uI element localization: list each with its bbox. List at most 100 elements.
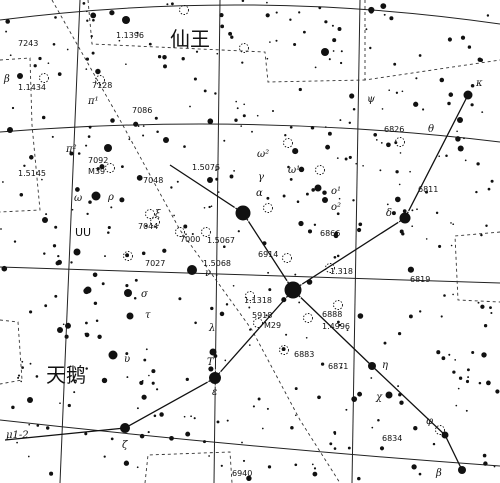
star bbox=[467, 376, 470, 379]
star bbox=[465, 409, 468, 412]
star bbox=[185, 377, 189, 382]
star bbox=[137, 125, 140, 127]
open-cluster-icon bbox=[303, 313, 313, 323]
star-label: α bbox=[256, 188, 263, 199]
star bbox=[340, 366, 343, 369]
star bbox=[344, 157, 348, 161]
star bbox=[339, 119, 342, 122]
open-cluster-icon bbox=[325, 263, 335, 273]
catalog-label: 6871 bbox=[328, 362, 348, 371]
star bbox=[290, 425, 294, 430]
star bbox=[20, 380, 23, 383]
star bbox=[413, 426, 418, 431]
star bbox=[139, 433, 145, 439]
star bbox=[191, 232, 194, 236]
star bbox=[483, 324, 488, 328]
star bbox=[318, 6, 322, 10]
star-label: π¹ bbox=[87, 96, 99, 107]
star bbox=[322, 190, 327, 195]
star bbox=[266, 196, 270, 200]
star bbox=[457, 387, 460, 390]
star bbox=[86, 19, 89, 22]
star bbox=[275, 39, 278, 42]
star bbox=[452, 223, 455, 226]
star bbox=[352, 107, 356, 111]
star bbox=[217, 191, 220, 193]
star bbox=[85, 144, 88, 147]
star bbox=[477, 301, 480, 304]
star bbox=[357, 476, 361, 481]
star bbox=[203, 206, 206, 209]
ra-line-1 bbox=[213, 0, 221, 483]
star bbox=[249, 328, 252, 331]
star bbox=[327, 131, 332, 136]
star bbox=[455, 136, 461, 142]
cygnus-line-sadr-delta bbox=[292, 94, 469, 291]
star bbox=[298, 166, 305, 173]
star bbox=[487, 187, 491, 191]
star bbox=[337, 320, 340, 324]
star bbox=[101, 377, 108, 384]
star bbox=[11, 405, 15, 410]
star bbox=[397, 385, 400, 388]
star bbox=[375, 139, 378, 141]
star bbox=[21, 360, 24, 363]
star bbox=[380, 142, 383, 144]
star bbox=[226, 419, 229, 422]
star bbox=[71, 208, 74, 211]
star bbox=[57, 327, 63, 333]
star bbox=[120, 165, 124, 169]
star bbox=[103, 455, 106, 458]
star bbox=[351, 396, 358, 402]
star bbox=[441, 356, 446, 361]
cygnus-line-sadr-albireo bbox=[292, 289, 463, 471]
star bbox=[44, 304, 48, 308]
star bbox=[331, 24, 334, 27]
star bbox=[136, 31, 139, 35]
star bbox=[476, 162, 480, 166]
star bbox=[266, 57, 269, 60]
star bbox=[383, 341, 387, 345]
star bbox=[85, 10, 88, 13]
star bbox=[268, 288, 272, 292]
star-label: λ bbox=[208, 323, 215, 334]
star bbox=[457, 117, 463, 123]
star bbox=[104, 255, 106, 258]
star bbox=[147, 431, 150, 434]
star bbox=[455, 404, 458, 407]
star bbox=[70, 261, 73, 264]
star bbox=[157, 55, 162, 59]
star bbox=[490, 179, 494, 183]
catalog-label: 1.1396 bbox=[116, 31, 144, 40]
star bbox=[324, 126, 327, 128]
star bbox=[209, 372, 221, 384]
catalog-label: 1.1434 bbox=[18, 83, 46, 92]
star bbox=[9, 54, 12, 57]
star bbox=[322, 197, 328, 203]
star bbox=[252, 405, 255, 408]
open-cluster-icon bbox=[283, 138, 293, 148]
star bbox=[123, 460, 130, 466]
star bbox=[29, 362, 32, 365]
star bbox=[271, 109, 275, 113]
star bbox=[95, 319, 99, 322]
star bbox=[388, 89, 391, 92]
boundary-right bbox=[454, 231, 500, 303]
star bbox=[236, 107, 239, 110]
star bbox=[470, 83, 475, 88]
star bbox=[337, 27, 342, 31]
star bbox=[357, 313, 364, 319]
open-cluster-icon bbox=[395, 137, 405, 147]
star bbox=[173, 214, 175, 217]
catalog-label: 6811 bbox=[418, 185, 438, 194]
boundary-cepheus-south bbox=[87, 0, 366, 83]
star bbox=[83, 287, 90, 295]
star bbox=[333, 447, 337, 450]
catalog-label: M39 bbox=[88, 167, 105, 176]
star bbox=[189, 105, 191, 108]
star bbox=[87, 135, 91, 138]
star bbox=[293, 42, 297, 47]
star bbox=[267, 465, 272, 469]
